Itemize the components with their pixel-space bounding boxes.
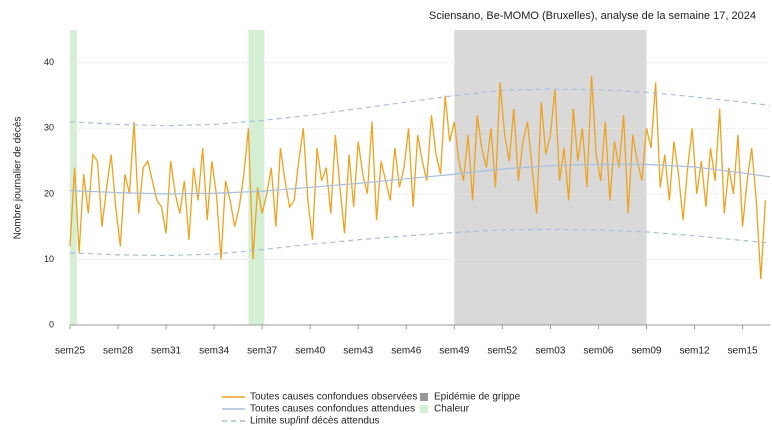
x-tick-label: sem43 [343, 346, 373, 357]
series-line [69, 228, 771, 257]
y-tick-label: 20 [44, 188, 54, 198]
x-tick-label: sem25 [55, 346, 85, 357]
x-tick-label: sem12 [680, 346, 710, 357]
x-tick-label: sem31 [151, 346, 181, 357]
x-tick-label: sem28 [103, 346, 133, 357]
region [248, 30, 265, 325]
x-tick-label: sem46 [391, 346, 421, 357]
chart-title: Sciensano, Be-MOMO (Bruxelles), analyse … [429, 10, 756, 22]
x-tick-label: sem40 [295, 346, 325, 357]
x-tick-label: sem34 [199, 346, 229, 357]
legend-swatch [420, 405, 428, 413]
x-tick-label: sem49 [439, 346, 469, 357]
region [454, 30, 647, 325]
legend-label: Toutes causes confondues observées [250, 392, 417, 403]
x-tick-label: sem03 [535, 346, 565, 357]
x-tick-label: sem37 [247, 346, 277, 357]
y-tick-label: 30 [44, 123, 54, 133]
series-line [69, 88, 771, 127]
legend-label: Toutes causes confondues attendues [250, 404, 415, 415]
x-tick-label: sem52 [487, 346, 517, 357]
y-axis-label: Nombre journalier de décès [13, 117, 24, 240]
x-tick-label: sem15 [728, 346, 758, 357]
legend-label: Epidémie de grippe [434, 392, 521, 403]
x-tick-label: sem06 [583, 346, 613, 357]
series-line [69, 75, 767, 280]
legend-swatch [420, 393, 428, 401]
legend-label: Chaleur [434, 404, 470, 415]
legend-label: Limite sup/inf décès attendus [250, 416, 380, 427]
y-tick-label: 0 [49, 319, 54, 329]
y-tick-label: 40 [44, 57, 54, 67]
x-tick-label: sem09 [631, 346, 661, 357]
series-line [69, 163, 771, 195]
y-tick-label: 10 [44, 254, 54, 264]
